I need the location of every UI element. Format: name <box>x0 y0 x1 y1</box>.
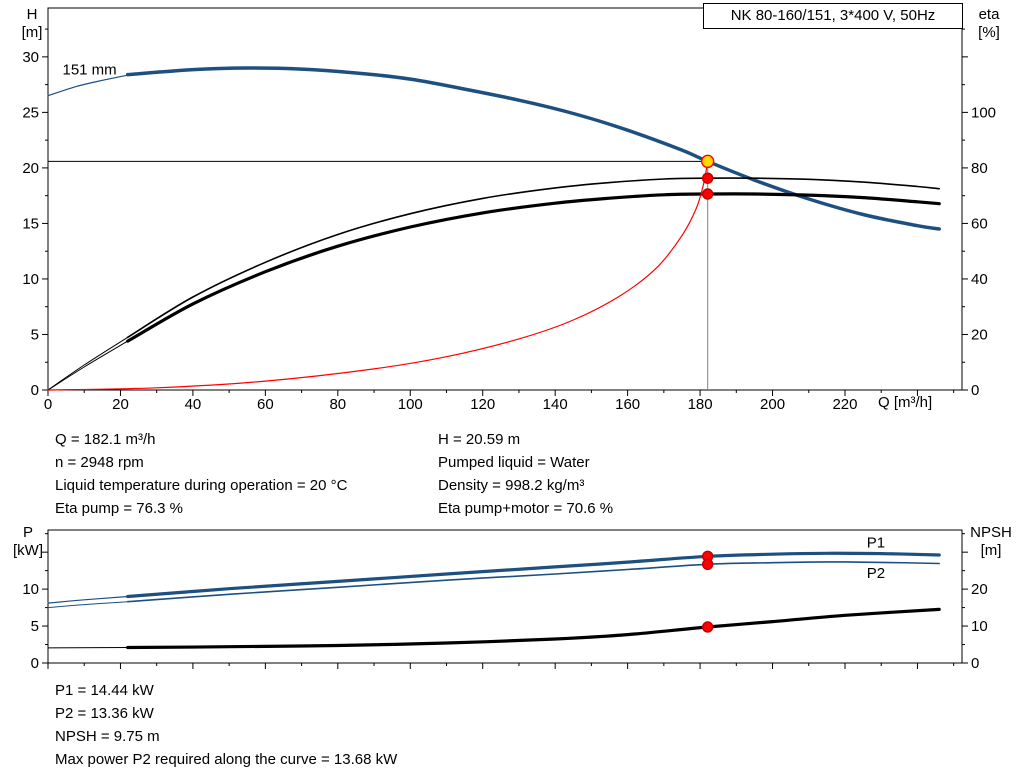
info-eta-pump-motor: Eta pump+motor = 70.6 % <box>438 500 614 517</box>
power-yl-tick-label: 5 <box>31 618 39 635</box>
info-head: H = 20.59 m <box>438 431 521 448</box>
qh-plot-border <box>47 7 963 391</box>
info-eta-pump: Eta pump = 76.3 % <box>55 500 183 517</box>
qh-x-tick-label: 100 <box>398 396 423 413</box>
qh-x-tick-label: 20 <box>112 396 129 413</box>
eta-pump-curve <box>126 177 940 339</box>
head-151mm-lead-curve <box>47 74 129 97</box>
p1-curve-label: P1 <box>867 535 885 552</box>
duty-info-left: Q = 182.1 m³/h n = 2948 rpm Liquid tempe… <box>55 428 347 520</box>
qh-yl-tick-label: 25 <box>22 104 39 121</box>
qh-x-tick-label: 80 <box>329 396 346 413</box>
q-axis-title: Q [m³/h] <box>878 394 933 411</box>
info-liquid: Pumped liquid = Water <box>438 454 590 471</box>
power-yr-tick-label: 10 <box>971 618 988 635</box>
qh-yl-tick-label: 30 <box>22 49 39 66</box>
qh-yr-tick-label: 0 <box>971 382 979 399</box>
eta-axis-unit: [%] <box>978 24 1000 41</box>
qh-yl-tick-label: 20 <box>22 160 39 177</box>
p2-curve <box>126 561 940 603</box>
h-axis-unit: [m] <box>21 24 43 41</box>
info-density: Density = 998.2 kg/m³ <box>438 477 585 494</box>
p2-lead-curve <box>47 601 129 609</box>
power-yr-tick-label: 20 <box>971 581 988 598</box>
power-plot-border <box>47 529 963 664</box>
qh-right-axis-title: eta [%] <box>966 6 1012 42</box>
qh-x-tick-label: 160 <box>615 396 640 413</box>
eta-pump-motor-lead-curve <box>47 340 129 391</box>
system-curve-curve <box>47 160 709 391</box>
qh-x-tick-label: 120 <box>470 396 495 413</box>
qh-yl-tick-label: 5 <box>31 326 39 343</box>
qh-x-tick-label: 0 <box>44 396 52 413</box>
p2-marker <box>701 558 714 570</box>
impeller-size-label: 151 mm <box>62 62 116 79</box>
info-flow: Q = 182.1 m³/h <box>55 431 156 448</box>
info-speed: n = 2948 rpm <box>55 454 144 471</box>
qh-yr-tick-label: 60 <box>971 215 988 232</box>
qh-left-axis-title: H [m] <box>14 6 50 42</box>
p1-lead-curve <box>47 595 129 604</box>
eta-axis-symbol: eta <box>978 6 1000 23</box>
qh-yl-tick-label: 0 <box>31 382 39 399</box>
summary-p1: P1 = 14.44 kW <box>55 682 154 699</box>
qh-x-tick-label: 60 <box>257 396 274 413</box>
duty-point-marker <box>700 154 715 169</box>
qh-yr-tick-label: 40 <box>971 271 988 288</box>
power-yl-tick-label: 0 <box>31 655 39 672</box>
h-axis-symbol: H <box>26 6 38 23</box>
eta-pump-motor-curve <box>126 192 941 343</box>
eta-pump-motor-marker <box>701 188 714 200</box>
power-right-axis-title: NPSH [m] <box>962 524 1020 560</box>
npsh-axis-symbol: NPSH <box>970 524 1012 541</box>
qh-yr-tick-label: 20 <box>971 326 988 343</box>
p1-curve <box>126 551 941 599</box>
qh-x-tick-label: 200 <box>760 396 785 413</box>
qh-x-tick-label: 220 <box>832 396 857 413</box>
qh-x-tick-label: 140 <box>543 396 568 413</box>
power-yl-tick-label: 10 <box>22 581 39 598</box>
summary-max-power: Max power P2 required along the curve = … <box>55 751 398 768</box>
p-axis-unit: [kW] <box>13 542 43 559</box>
qh-x-tick-label: 180 <box>688 396 713 413</box>
qh-yl-tick-label: 10 <box>22 271 39 288</box>
p-axis-symbol: P <box>22 524 33 541</box>
qh-x-tick-label: 40 <box>185 396 202 413</box>
eta-pump-marker <box>701 172 714 184</box>
summary-p2: P2 = 13.36 kW <box>55 705 154 722</box>
qh-yr-tick-label: 80 <box>971 160 988 177</box>
power-left-axis-title: P [kW] <box>6 524 50 560</box>
npsh-curve <box>126 607 941 650</box>
npsh-marker <box>701 621 714 633</box>
qh-yl-tick-label: 15 <box>22 215 39 232</box>
power-yr-tick-label: 0 <box>971 655 979 672</box>
info-temperature: Liquid temperature during operation = 20… <box>55 477 348 494</box>
summary-npsh: NPSH = 9.75 m <box>55 728 160 745</box>
power-summary: P1 = 14.44 kW P2 = 13.36 kW NPSH = 9.75 … <box>55 679 397 771</box>
head-151mm-curve <box>125 66 941 231</box>
duty-info-right: H = 20.59 m Pumped liquid = Water Densit… <box>438 428 613 520</box>
pump-model-box: NK 80-160/151, 3*400 V, 50Hz <box>703 3 963 29</box>
npsh-axis-unit: [m] <box>980 542 1002 559</box>
qh-yr-tick-label: 100 <box>971 104 996 121</box>
p2-curve-label: P2 <box>867 565 885 582</box>
